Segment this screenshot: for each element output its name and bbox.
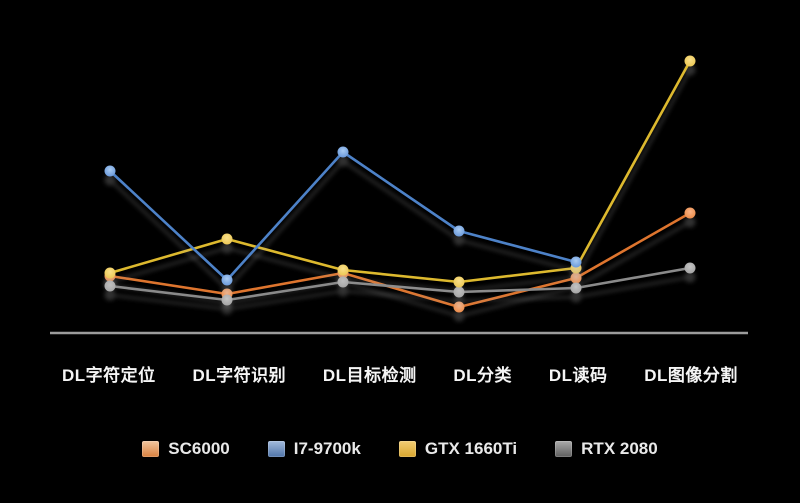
data-point-sc6000-5 [570,272,582,284]
legend-item-i7-9700k: I7-9700k [267,439,361,459]
legend-item-sc6000: SC6000 [142,439,230,459]
data-point-i7-9700k-4 [453,225,465,237]
category-label-4: DL分类 [453,366,513,385]
legend-label-i7-9700k: I7-9700k [293,439,361,458]
legend-label-gtx-1660ti: GTX 1660Ti [424,439,518,458]
series-line-rtx-2080 [108,266,692,302]
data-point-rtx-2080-1 [104,280,116,292]
series-line-sc6000 [108,211,692,309]
data-point-i7-9700k-5 [570,256,582,268]
data-point-i7-9700k-1 [104,165,116,177]
data-point-sc6000-4 [453,301,465,313]
data-point-rtx-2080-3 [337,276,349,288]
legend-swatch-sc6000 [142,441,160,457]
data-point-rtx-2080-4 [453,286,465,298]
category-label-5: DL读码 [548,366,608,385]
legend-label-sc6000: SC6000 [168,439,230,458]
legend: SC6000 I7-9700k GTX 1660Ti RTX 2080 [0,439,800,459]
category-label-6: DL图像分割 [644,366,738,385]
category-label-2: DL字符识别 [192,366,287,385]
data-point-rtx-2080-5 [570,282,582,294]
data-point-gtx-1660ti-2 [221,233,233,245]
data-point-rtx-2080-6 [684,262,696,274]
data-point-gtx-1660ti-1 [104,267,116,279]
series-i7-9700k [104,146,582,286]
legend-item-gtx-1660ti: GTX 1660Ti [398,439,518,459]
data-point-gtx-1660ti-4 [453,276,465,288]
legend-label-rtx-2080: RTX 2080 [581,439,658,458]
category-axis: DL字符定位 DL字符识别 DL目标检测 DL分类 DL读码 DL图像分割 [50,361,750,386]
legend-swatch-gtx-1660ti [398,441,416,457]
data-point-gtx-1660ti-6 [684,55,696,67]
series-line-i7-9700k [108,150,578,282]
data-point-rtx-2080-2 [221,294,233,306]
data-point-i7-9700k-2 [221,274,233,286]
series-rtx-2080 [104,262,696,306]
legend-swatch-i7-9700k [267,441,285,457]
series-line-gtx-1660ti [108,59,692,284]
data-point-i7-9700k-3 [337,146,349,158]
legend-swatch-rtx-2080 [555,441,573,457]
data-point-sc6000-6 [684,207,696,219]
category-label-3: DL目标检测 [322,366,417,385]
legend-item-rtx-2080: RTX 2080 [555,439,658,459]
data-point-gtx-1660ti-3 [337,264,349,276]
series-gtx-1660ti [104,55,696,288]
category-label-1: DL字符定位 [62,366,156,385]
